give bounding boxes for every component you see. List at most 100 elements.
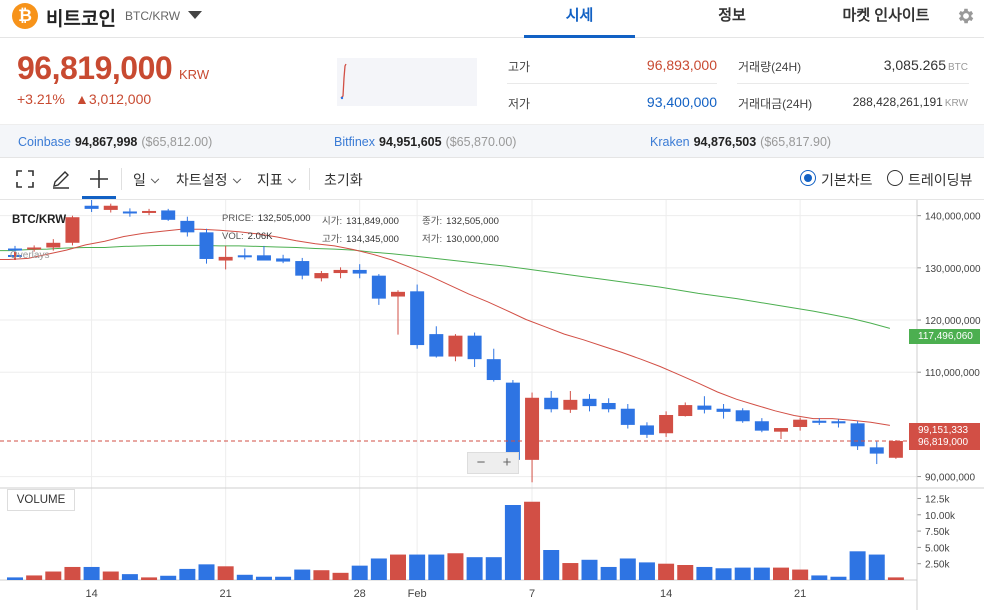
- basic-chart-label[interactable]: 기본차트: [821, 172, 873, 188]
- reset-button[interactable]: 초기화: [324, 172, 363, 188]
- volume-tick-label: 5.00k: [925, 543, 950, 554]
- ma-long-price-tag: 117,496,060: [909, 329, 980, 344]
- exchange-coinbase: Coinbase 94,867,998 ($65,812.00): [18, 135, 212, 149]
- candle: [774, 428, 788, 432]
- candle: [314, 273, 329, 279]
- chart-settings-select[interactable]: 차트설정: [176, 170, 241, 190]
- volume-bar: [294, 569, 311, 580]
- volume-bar: [370, 558, 387, 580]
- legend-low: 저가: 130,000,000: [422, 234, 499, 245]
- volume-bar: [102, 571, 119, 580]
- candle: [869, 447, 884, 454]
- stat-divider: [507, 83, 717, 84]
- candle: [754, 421, 769, 431]
- candle: [888, 440, 903, 458]
- volume-bar: [255, 576, 272, 580]
- active-tool-indicator: [82, 196, 116, 199]
- candle: [735, 410, 750, 422]
- tab-market-insight[interactable]: 마켓 인사이트: [842, 7, 930, 24]
- volume-bar: [179, 568, 196, 580]
- volume-bar: [887, 577, 904, 580]
- volume-bar: [236, 574, 253, 580]
- exchange-kraken: Kraken 94,876,503 ($65,817.90): [650, 135, 831, 149]
- legend-close: 종가: 132,505,000: [422, 216, 499, 227]
- tab-price[interactable]: 시세: [524, 0, 635, 38]
- exchange-price: 94,867,998: [74, 135, 138, 149]
- volume-bar: [409, 554, 426, 580]
- exchange-usd: ($65,870.00): [445, 135, 517, 149]
- volume-tick-label: 7.50k: [925, 527, 950, 538]
- volume-label: 거래량(24H): [738, 60, 802, 74]
- tab-info[interactable]: 정보: [718, 7, 746, 24]
- candle: [180, 220, 195, 233]
- volume-bar: [26, 575, 43, 580]
- time-tick-label: 14: [660, 588, 672, 600]
- volume-bar: [313, 570, 330, 580]
- candle: [142, 210, 157, 213]
- volume-bar: [504, 505, 521, 580]
- volume-bar: [543, 550, 560, 580]
- volume-bar: [849, 551, 866, 580]
- candle: [697, 405, 712, 410]
- crosshair-icon[interactable]: [88, 168, 110, 190]
- chevron-down-icon: [232, 174, 241, 184]
- basic-chart-radio[interactable]: [800, 170, 816, 186]
- exchange-bar: Coinbase 94,867,998 ($65,812.00) Bitfinex 9…: [0, 124, 984, 158]
- candlestick-chart[interactable]: 140,000,000 130,000,000 120,000,000 110,000…: [0, 198, 984, 610]
- candle: [391, 291, 405, 297]
- exchange-bitfinex: Bitfinex 94,951,605 ($65,870.00): [334, 135, 516, 149]
- candle: [831, 421, 846, 424]
- price-chart[interactable]: 140,000,000 130,000,000 120,000,000 110,000…: [0, 198, 984, 610]
- amount-value: 288,428,261,191 KRW: [852, 95, 968, 109]
- candle: [716, 408, 731, 412]
- candle: [850, 423, 865, 447]
- tradingview-label[interactable]: 트레이딩뷰: [908, 172, 973, 188]
- zoom-in-button[interactable]: +: [502, 454, 512, 471]
- volume-bar: [868, 554, 885, 580]
- zoom-out-button[interactable]: −: [476, 454, 486, 471]
- legend-high: 고가: 134,345,000: [322, 234, 399, 245]
- pencil-icon[interactable]: [50, 168, 72, 190]
- volume-bar: [715, 568, 732, 580]
- candle: [544, 397, 559, 410]
- volume-bar: [141, 577, 158, 580]
- interval-select[interactable]: 일: [133, 170, 160, 190]
- exchange-name[interactable]: Bitfinex: [334, 135, 375, 149]
- legend-price: PRICE: 132,505,000: [222, 213, 311, 224]
- volume-bar: [332, 572, 349, 580]
- volume-bar: [811, 575, 828, 580]
- volume-bar: [45, 571, 62, 580]
- change-amount: ▲3,012,000: [75, 91, 152, 107]
- volume-bar: [64, 566, 81, 580]
- candle: [371, 275, 386, 299]
- fullscreen-icon[interactable]: [14, 168, 36, 190]
- high-value: 96,893,000: [646, 57, 717, 73]
- stat-divider: [737, 83, 969, 84]
- tradingview-radio[interactable]: [887, 170, 903, 186]
- price-unit: KRW: [179, 67, 210, 82]
- caret-down-icon[interactable]: [188, 11, 202, 19]
- exchange-name[interactable]: Kraken: [650, 135, 690, 149]
- time-tick-label: 14: [85, 588, 97, 600]
- exchange-usd: ($65,817.90): [760, 135, 832, 149]
- candle: [65, 217, 80, 243]
- candle: [46, 242, 61, 248]
- gear-icon[interactable]: [956, 6, 976, 26]
- volume-bar: [160, 575, 177, 580]
- candle: [525, 397, 540, 460]
- volume-bar: [83, 566, 100, 580]
- overlays-label[interactable]: Overlays: [10, 250, 50, 261]
- volume-bar: [773, 567, 789, 580]
- candle: [448, 335, 463, 357]
- candle: [103, 205, 118, 210]
- price-tick-label: 130,000,000: [925, 264, 981, 275]
- toolbar-divider: [121, 168, 122, 190]
- chart-toolbar: 일 차트설정 지표 초기화 기본차트 트레이딩뷰: [0, 158, 984, 200]
- volume-bar: [562, 563, 579, 580]
- price-tick-label: 90,000,000: [925, 473, 975, 484]
- exchange-name[interactable]: Coinbase: [18, 135, 71, 149]
- indicators-select[interactable]: 지표: [257, 170, 297, 190]
- candle: [467, 335, 482, 360]
- volume-bar: [792, 569, 809, 580]
